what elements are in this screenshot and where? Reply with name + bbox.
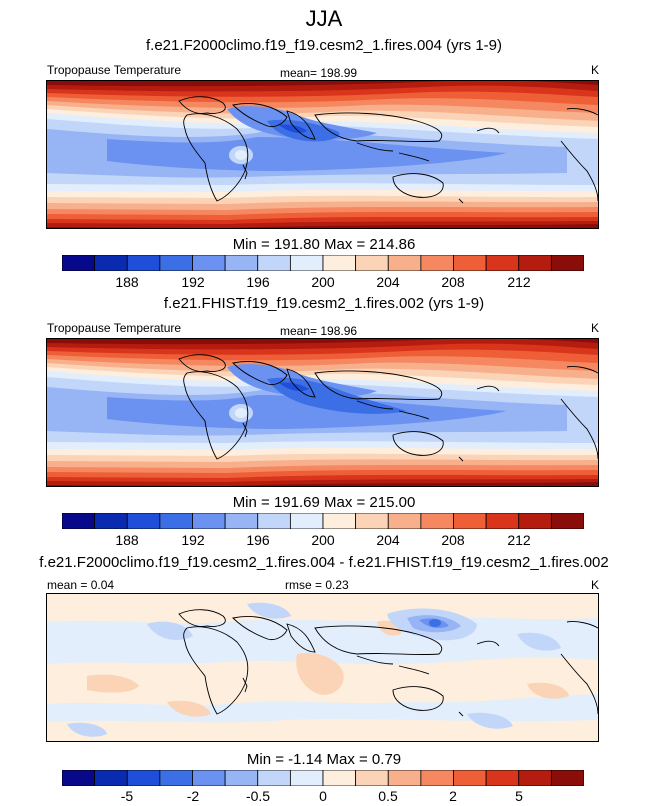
- colorbar-swatch: [94, 513, 128, 529]
- panel-1-map: [46, 80, 599, 229]
- colorbar-swatch: [257, 255, 291, 271]
- colorbar-swatch: [485, 255, 520, 271]
- panel-1-mean-label: mean= 198.99: [280, 66, 358, 80]
- panel-3-tick-label: 0.5: [378, 788, 398, 804]
- colorbar-swatch: [518, 255, 552, 271]
- panel-2-tick-label: 208: [441, 532, 465, 548]
- colorbar-swatch: [126, 513, 161, 529]
- colorbar-swatch: [355, 255, 389, 271]
- colorbar-swatch: [387, 513, 422, 529]
- colorbar-swatch: [322, 513, 357, 529]
- colorbar-swatch: [289, 770, 324, 786]
- colorbar-swatch: [62, 255, 96, 271]
- panel-1-variable-label: Tropopause Temperature: [47, 63, 182, 77]
- colorbar-swatch: [387, 255, 422, 271]
- panel-2-mean-label: mean= 198.96: [280, 324, 358, 338]
- panel-2-min-max: Min = 191.69 Max = 215.00: [232, 494, 416, 511]
- panel-3-colorbar-labels: -5 -2 -0.5 0 0.5 2 5: [62, 788, 584, 806]
- panel-2-title: f.e21.FHIST.f19_f19.cesm2_1.fires.002 (y…: [163, 295, 485, 312]
- panel-3-colorbar: [62, 770, 584, 786]
- colorbar-swatch: [224, 255, 259, 271]
- panel-3-units-label: K: [591, 578, 600, 592]
- colorbar-swatch: [94, 770, 128, 786]
- colorbar-swatch: [387, 770, 422, 786]
- colorbar-swatch: [485, 770, 520, 786]
- panel-2-map: [46, 338, 599, 487]
- panel-2-tick-label: 212: [507, 532, 531, 548]
- panel-1-colorbar: [62, 255, 584, 271]
- colorbar-swatch: [453, 770, 487, 786]
- panel-2-colorbar-labels: 188 192 196 200 204 208 212: [62, 532, 584, 550]
- colorbar-swatch: [420, 513, 454, 529]
- colorbar-swatch: [126, 770, 161, 786]
- panel-3-tick-label: 2: [449, 788, 457, 804]
- panel-2-contour-field: [47, 339, 598, 486]
- colorbar-swatch: [322, 770, 357, 786]
- colorbar-swatch: [159, 770, 193, 786]
- panel-1-title: f.e21.F2000climo.f19_f19.cesm2_1.fires.0…: [145, 37, 502, 54]
- colorbar-swatch: [355, 513, 389, 529]
- panel-3-title: f.e21.F2000climo.f19_f19.cesm2_1.fires.0…: [39, 554, 609, 571]
- panel-3-mean-label: mean = 0.04: [47, 578, 115, 592]
- panel-2-units-label: K: [591, 321, 600, 335]
- colorbar-swatch: [289, 513, 324, 529]
- panel-3-contour-field: [47, 594, 598, 741]
- panel-1-tick-label: 200: [311, 274, 335, 290]
- panel-1-units-label: K: [591, 63, 600, 77]
- colorbar-swatch: [453, 513, 487, 529]
- panel-1-min-max: Min = 191.80 Max = 214.86: [232, 236, 416, 253]
- panel-2-tick-label: 204: [376, 532, 400, 548]
- colorbar-swatch: [257, 513, 291, 529]
- colorbar-swatch: [550, 770, 584, 786]
- colorbar-swatch: [159, 255, 193, 271]
- colorbar-swatch: [192, 255, 226, 271]
- panel-1-tick-label: 204: [376, 274, 400, 290]
- colorbar-swatch: [192, 513, 226, 529]
- panel-3-tick-label: 5: [515, 788, 523, 804]
- panel-3-rmse-label: rmse = 0.23: [285, 578, 349, 592]
- colorbar-swatch: [485, 513, 520, 529]
- panel-2-tick-label: 188: [115, 532, 139, 548]
- panel-1-tick-label: 188: [115, 274, 139, 290]
- panel-3-tick-label: 0: [319, 788, 327, 804]
- colorbar-swatch: [224, 770, 259, 786]
- colorbar-swatch: [126, 255, 161, 271]
- panel-2-colorbar: [62, 513, 584, 529]
- colorbar-swatch: [224, 513, 259, 529]
- colorbar-swatch: [518, 513, 552, 529]
- colorbar-swatch: [518, 770, 552, 786]
- panel-1-tick-label: 212: [507, 274, 531, 290]
- panel-3-min-max: Min = -1.14 Max = 0.79: [246, 751, 402, 768]
- colorbar-swatch: [62, 513, 96, 529]
- colorbar-swatch: [420, 255, 454, 271]
- panel-2-tick-label: 192: [181, 532, 205, 548]
- colorbar-swatch: [550, 513, 584, 529]
- panel-2-tick-label: 196: [246, 532, 270, 548]
- panel-2-tick-label: 200: [311, 532, 335, 548]
- panel-1-tick-label: 196: [246, 274, 270, 290]
- colorbar-swatch: [192, 770, 226, 786]
- panel-1-colorbar-labels: 188 192 196 200 204 208 212: [62, 274, 584, 292]
- panel-3-tick-label: -0.5: [245, 788, 271, 804]
- panel-1-tick-label: 208: [441, 274, 465, 290]
- panel-3-map: [46, 593, 599, 742]
- colorbar-swatch: [62, 770, 96, 786]
- page-title: JJA: [305, 6, 343, 31]
- colorbar-swatch: [289, 255, 324, 271]
- panel-1-contour-field: [47, 81, 598, 228]
- panel-3-tick-label: -5: [120, 788, 134, 804]
- panel-1-tick-label: 192: [181, 274, 205, 290]
- colorbar-swatch: [420, 770, 454, 786]
- colorbar-swatch: [322, 255, 357, 271]
- colorbar-swatch: [355, 770, 389, 786]
- colorbar-swatch: [550, 255, 584, 271]
- colorbar-swatch: [94, 255, 128, 271]
- colorbar-swatch: [159, 513, 193, 529]
- panel-2-variable-label: Tropopause Temperature: [47, 321, 182, 335]
- panel-3-tick-label: -2: [186, 788, 200, 804]
- colorbar-swatch: [453, 255, 487, 271]
- colorbar-swatch: [257, 770, 291, 786]
